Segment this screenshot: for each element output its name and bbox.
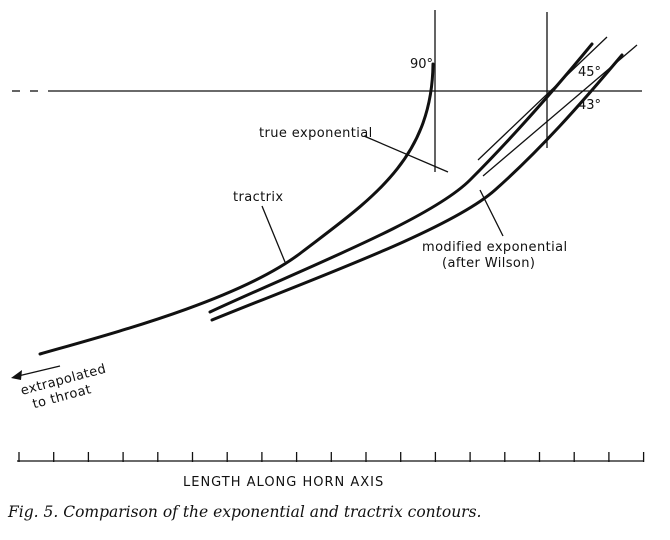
modified-exponential-leader: [479, 189, 504, 237]
tangent-45-line: [477, 36, 608, 161]
length-axis: [17, 452, 645, 462]
angle-90-label: 90°: [410, 57, 433, 72]
angle-43-label: 43°: [578, 98, 601, 113]
figure-caption: Fig. 5. Comparison of the exponential an…: [8, 503, 482, 521]
tractrix-label: tractrix: [233, 190, 284, 205]
modified-exponential-sublabel: (after Wilson): [442, 256, 535, 271]
modified-exponential-curve: [210, 53, 624, 322]
tangent-43-line: [482, 44, 638, 177]
axis-title: LENGTH ALONG HORN AXIS: [183, 475, 384, 490]
true-exponential-curve: [208, 42, 594, 314]
tractrix-curve: [38, 62, 435, 356]
true-exponential-label: true exponential: [259, 126, 373, 141]
modified-exponential-label: modified exponential: [422, 240, 567, 255]
angle-45-label: 45°: [578, 65, 601, 80]
extrapolated-arrow: [11, 365, 61, 380]
tractrix-leader: [261, 205, 286, 263]
true-exponential-leader: [363, 135, 449, 173]
